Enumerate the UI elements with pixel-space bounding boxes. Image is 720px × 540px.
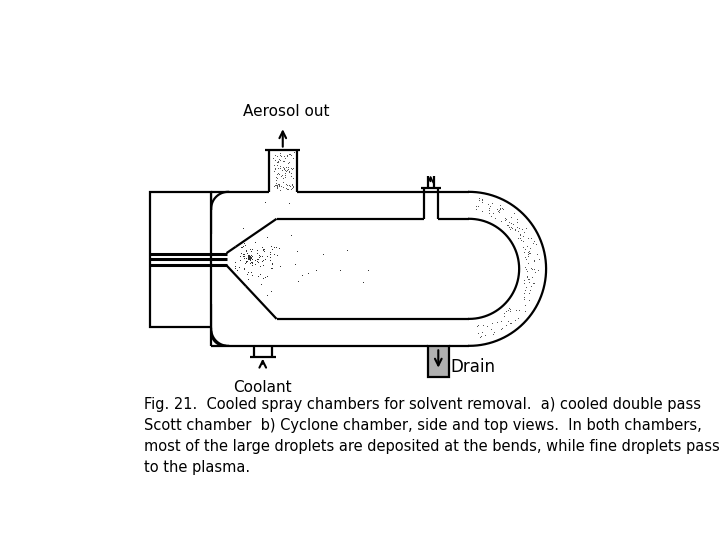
Text: Aerosol out: Aerosol out <box>243 104 330 119</box>
Text: Coolant: Coolant <box>233 381 292 395</box>
Bar <box>428 346 449 377</box>
Text: Drain: Drain <box>451 357 495 376</box>
Text: Fig. 21.  Cooled spray chambers for solvent removal.  a) cooled double pass
Scot: Fig. 21. Cooled spray chambers for solve… <box>144 397 720 475</box>
Bar <box>150 192 211 327</box>
